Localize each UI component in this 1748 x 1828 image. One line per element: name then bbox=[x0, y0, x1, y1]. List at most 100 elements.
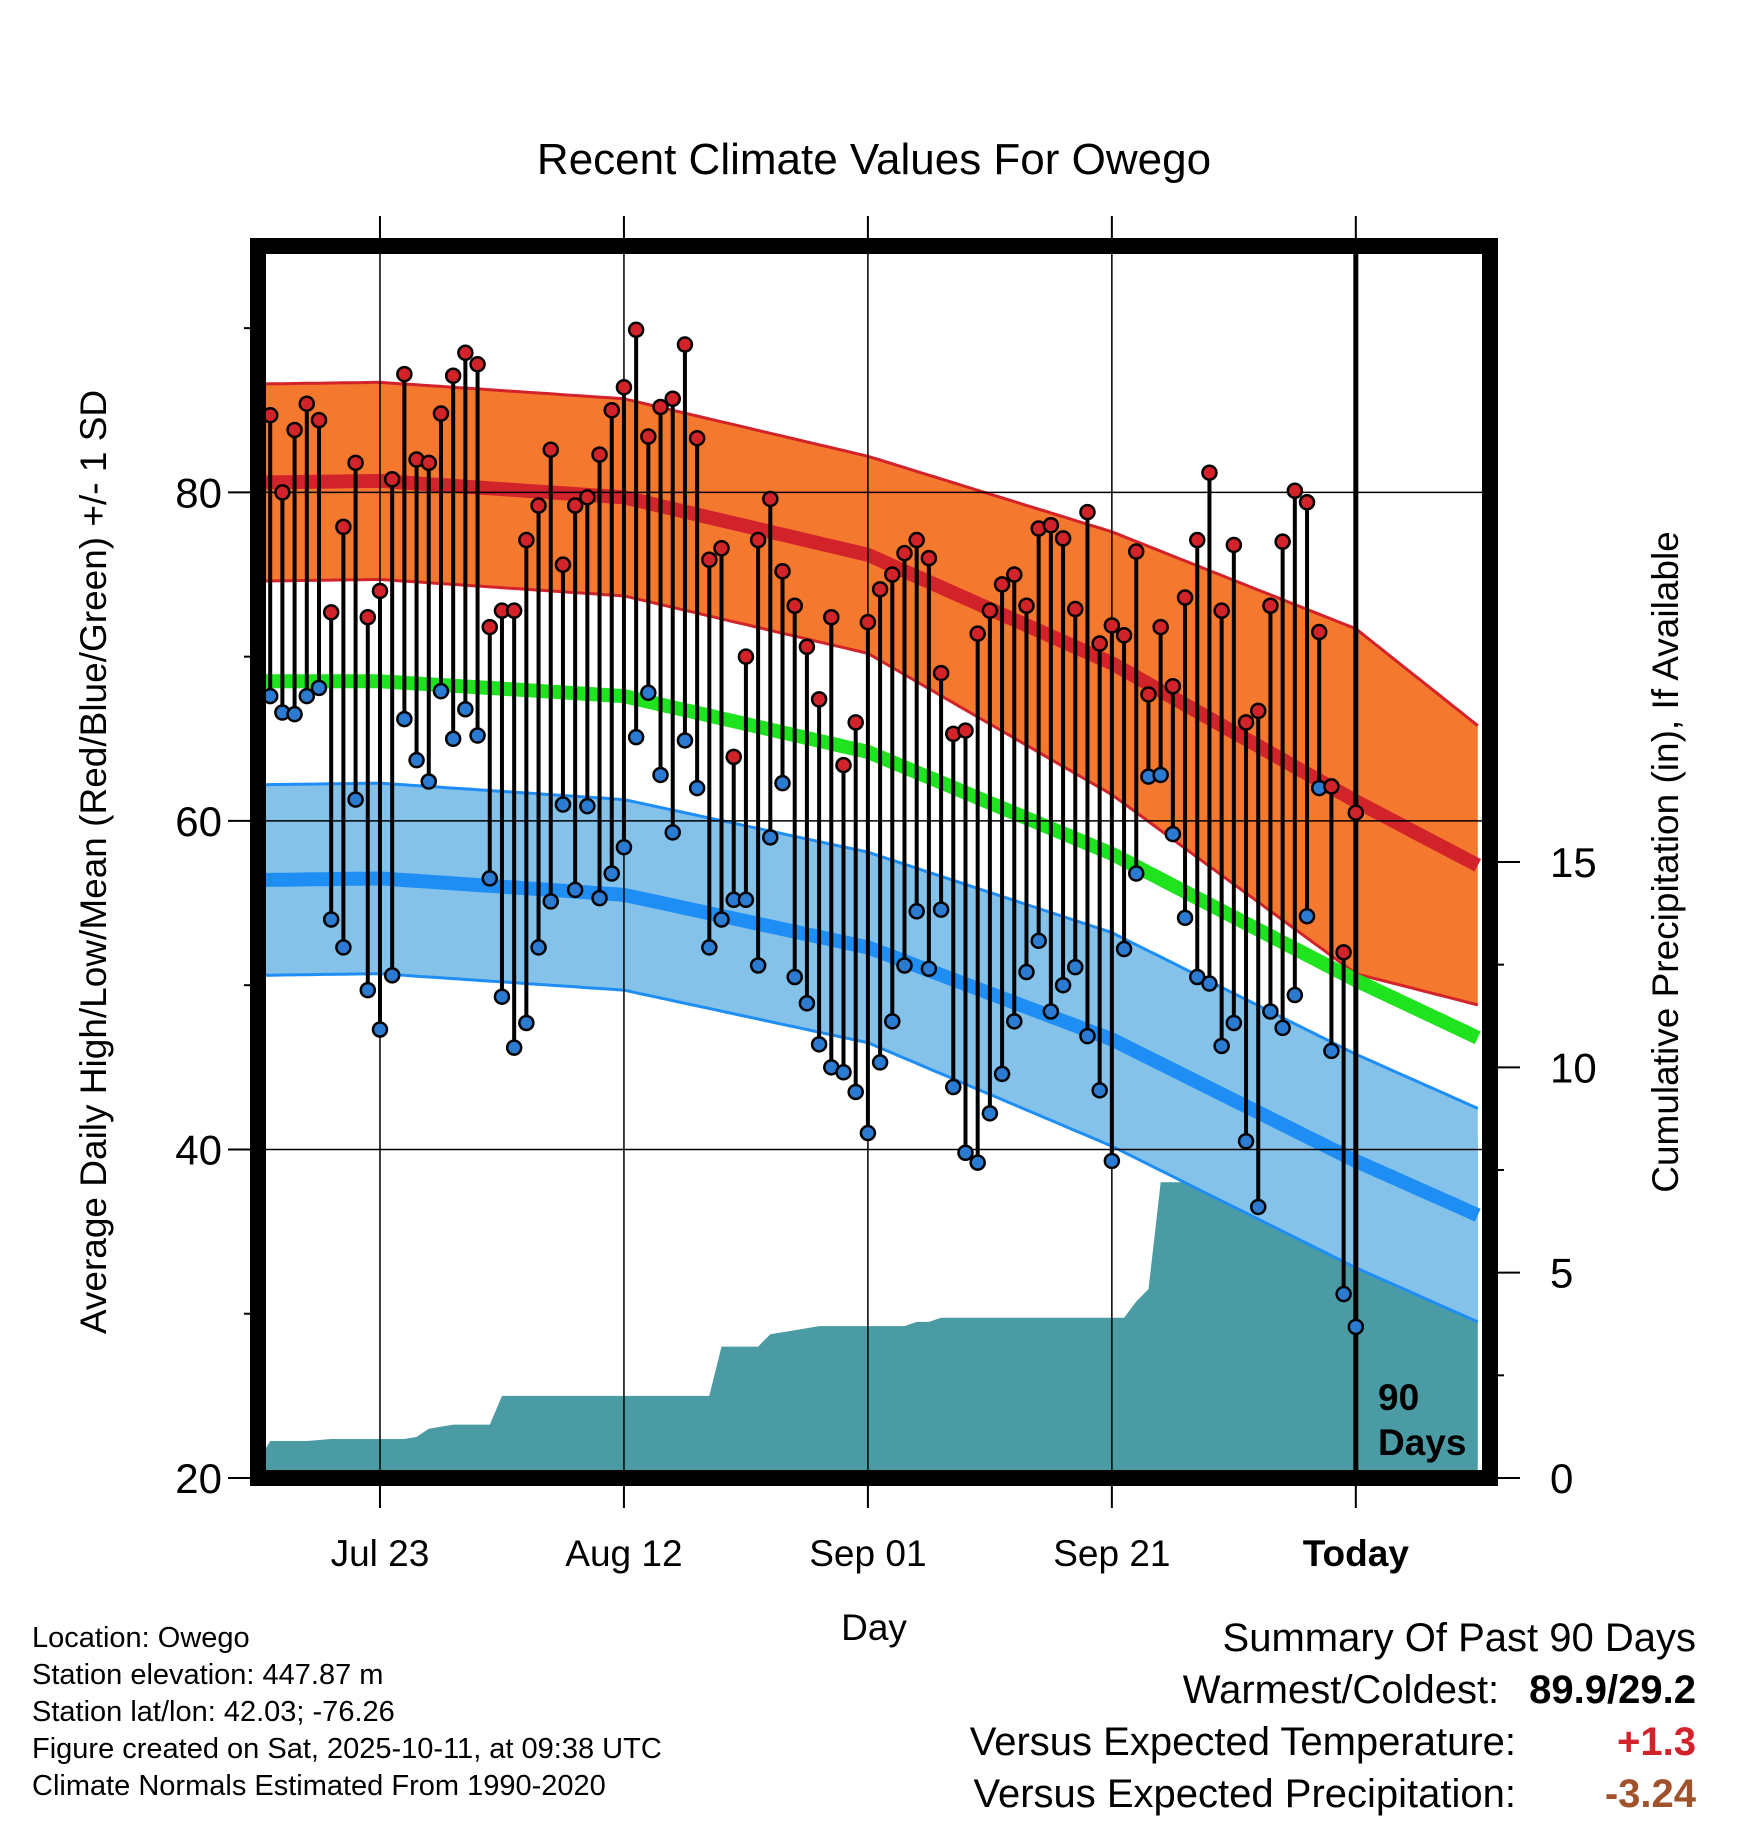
daily-high-point bbox=[981, 602, 999, 619]
summary-warm-cold: Warmest/Coldest: 89.9/29.2 bbox=[970, 1664, 1696, 1716]
daily-high-point bbox=[310, 411, 328, 429]
daily-low-point bbox=[920, 960, 938, 978]
daily-high-point bbox=[396, 365, 413, 383]
daily-low-point bbox=[932, 901, 950, 918]
daily-low-point bbox=[1091, 1082, 1108, 1099]
x-tick-label: Sep 01 bbox=[809, 1533, 926, 1574]
daily-low-point bbox=[737, 891, 755, 909]
daily-high-point bbox=[1054, 530, 1072, 547]
y2-tick-label: 10 bbox=[1550, 1044, 1597, 1091]
y-tick-label: 80 bbox=[175, 469, 222, 516]
daily-low-point bbox=[701, 939, 718, 956]
normals-text: Climate Normals Estimated From 1990-2020 bbox=[32, 1770, 606, 1802]
daily-low-point bbox=[1347, 1318, 1365, 1336]
precipitation-layer bbox=[258, 1137, 1478, 1478]
summary-title: Summary Of Past 90 Days bbox=[1222, 1616, 1696, 1660]
daily-low-point bbox=[859, 1124, 877, 1142]
daily-low-point bbox=[1237, 1133, 1255, 1150]
daily-low-point bbox=[810, 1036, 828, 1053]
daily-high-point bbox=[859, 613, 877, 631]
daily-low-point bbox=[884, 1013, 901, 1030]
daily-low-point bbox=[1286, 986, 1304, 1004]
daily-high-point bbox=[798, 638, 816, 656]
daily-low-point bbox=[505, 1039, 523, 1056]
daily-high-point bbox=[652, 398, 669, 416]
daily-low-point bbox=[676, 732, 694, 749]
daily-high-point bbox=[762, 490, 779, 508]
daily-high-point bbox=[664, 390, 681, 408]
daily-high-point bbox=[1298, 494, 1316, 511]
daily-high-point bbox=[1274, 533, 1291, 550]
daily-high-point bbox=[969, 625, 986, 642]
daily-high-point bbox=[432, 405, 450, 422]
daily-high-point bbox=[1323, 778, 1340, 795]
daily-high-point bbox=[920, 549, 938, 567]
y-axis-title: Average Daily High/Low/Mean (Red/Blue/Gr… bbox=[73, 390, 114, 1334]
daily-high-point bbox=[871, 581, 889, 598]
y2-tick-label: 0 bbox=[1550, 1455, 1573, 1502]
daily-high-point bbox=[676, 336, 694, 353]
daily-low-point bbox=[1079, 1027, 1096, 1045]
daily-high-point bbox=[993, 576, 1011, 593]
daily-high-point bbox=[1262, 597, 1279, 614]
daily-low-point bbox=[591, 889, 608, 907]
daily-high-point bbox=[713, 540, 730, 557]
daily-high-point bbox=[1140, 686, 1157, 703]
daily-low-point bbox=[1335, 1285, 1352, 1303]
daily-low-point bbox=[774, 774, 791, 792]
daily-low-point bbox=[688, 779, 706, 797]
daily-low-point bbox=[371, 1021, 389, 1038]
warm-cold-label: Warmest/Coldest: bbox=[1182, 1668, 1500, 1712]
daily-low-point bbox=[1323, 1042, 1340, 1060]
daily-high-point bbox=[481, 618, 499, 636]
daily-high-point bbox=[505, 602, 523, 619]
daily-high-point bbox=[322, 604, 340, 621]
observations-layer bbox=[261, 321, 1365, 1336]
daily-high-point bbox=[347, 454, 364, 472]
daily-high-point bbox=[591, 446, 608, 463]
daily-high-point bbox=[335, 518, 352, 536]
daily-low-point bbox=[1298, 907, 1316, 925]
daily-low-point bbox=[640, 684, 657, 702]
daily-high-point bbox=[420, 454, 438, 472]
daily-low-point bbox=[1006, 1013, 1023, 1030]
daily-low-point bbox=[762, 829, 779, 846]
daily-low-point bbox=[530, 939, 547, 956]
daily-low-point bbox=[518, 1014, 535, 1032]
daily-high-point bbox=[383, 471, 401, 488]
daily-high-point bbox=[1042, 517, 1060, 534]
daily-high-point bbox=[457, 344, 474, 362]
daily-high-point bbox=[1152, 618, 1169, 636]
daily-high-point bbox=[1018, 597, 1035, 614]
daily-high-point bbox=[810, 691, 828, 708]
daily-low-point bbox=[786, 968, 803, 986]
daily-low-point bbox=[298, 687, 316, 705]
daily-high-point bbox=[1188, 531, 1206, 549]
today-label-line2: Days bbox=[1378, 1422, 1466, 1463]
daily-high-point bbox=[774, 562, 791, 580]
daily-high-point bbox=[359, 608, 377, 626]
daily-low-point bbox=[1018, 963, 1035, 981]
daily-low-point bbox=[444, 730, 462, 748]
daily-high-point bbox=[371, 582, 389, 600]
daily-high-point bbox=[957, 722, 974, 739]
y-tick-label: 40 bbox=[175, 1126, 222, 1173]
location-text: Location: Owego bbox=[32, 1622, 250, 1654]
daily-low-point bbox=[566, 881, 584, 899]
summary-temperature: Versus Expected Temperature: +1.3 bbox=[970, 1716, 1696, 1768]
y2-tick-label: 15 bbox=[1550, 839, 1597, 886]
x-tick-label: Sep 21 bbox=[1053, 1533, 1170, 1574]
daily-low-point bbox=[432, 682, 450, 700]
daily-high-point bbox=[603, 402, 620, 419]
station-info: Location: Owego Station elevation: 447.8… bbox=[32, 1620, 662, 1805]
daily-high-point bbox=[469, 356, 486, 373]
daily-low-point bbox=[1164, 825, 1182, 843]
daily-high-point bbox=[1335, 944, 1352, 961]
daily-low-point bbox=[408, 751, 425, 769]
daily-high-point bbox=[444, 367, 462, 385]
daily-low-point bbox=[1213, 1037, 1230, 1055]
daily-low-point bbox=[1201, 975, 1218, 992]
daily-high-point bbox=[884, 566, 901, 583]
daily-high-point bbox=[701, 551, 718, 568]
